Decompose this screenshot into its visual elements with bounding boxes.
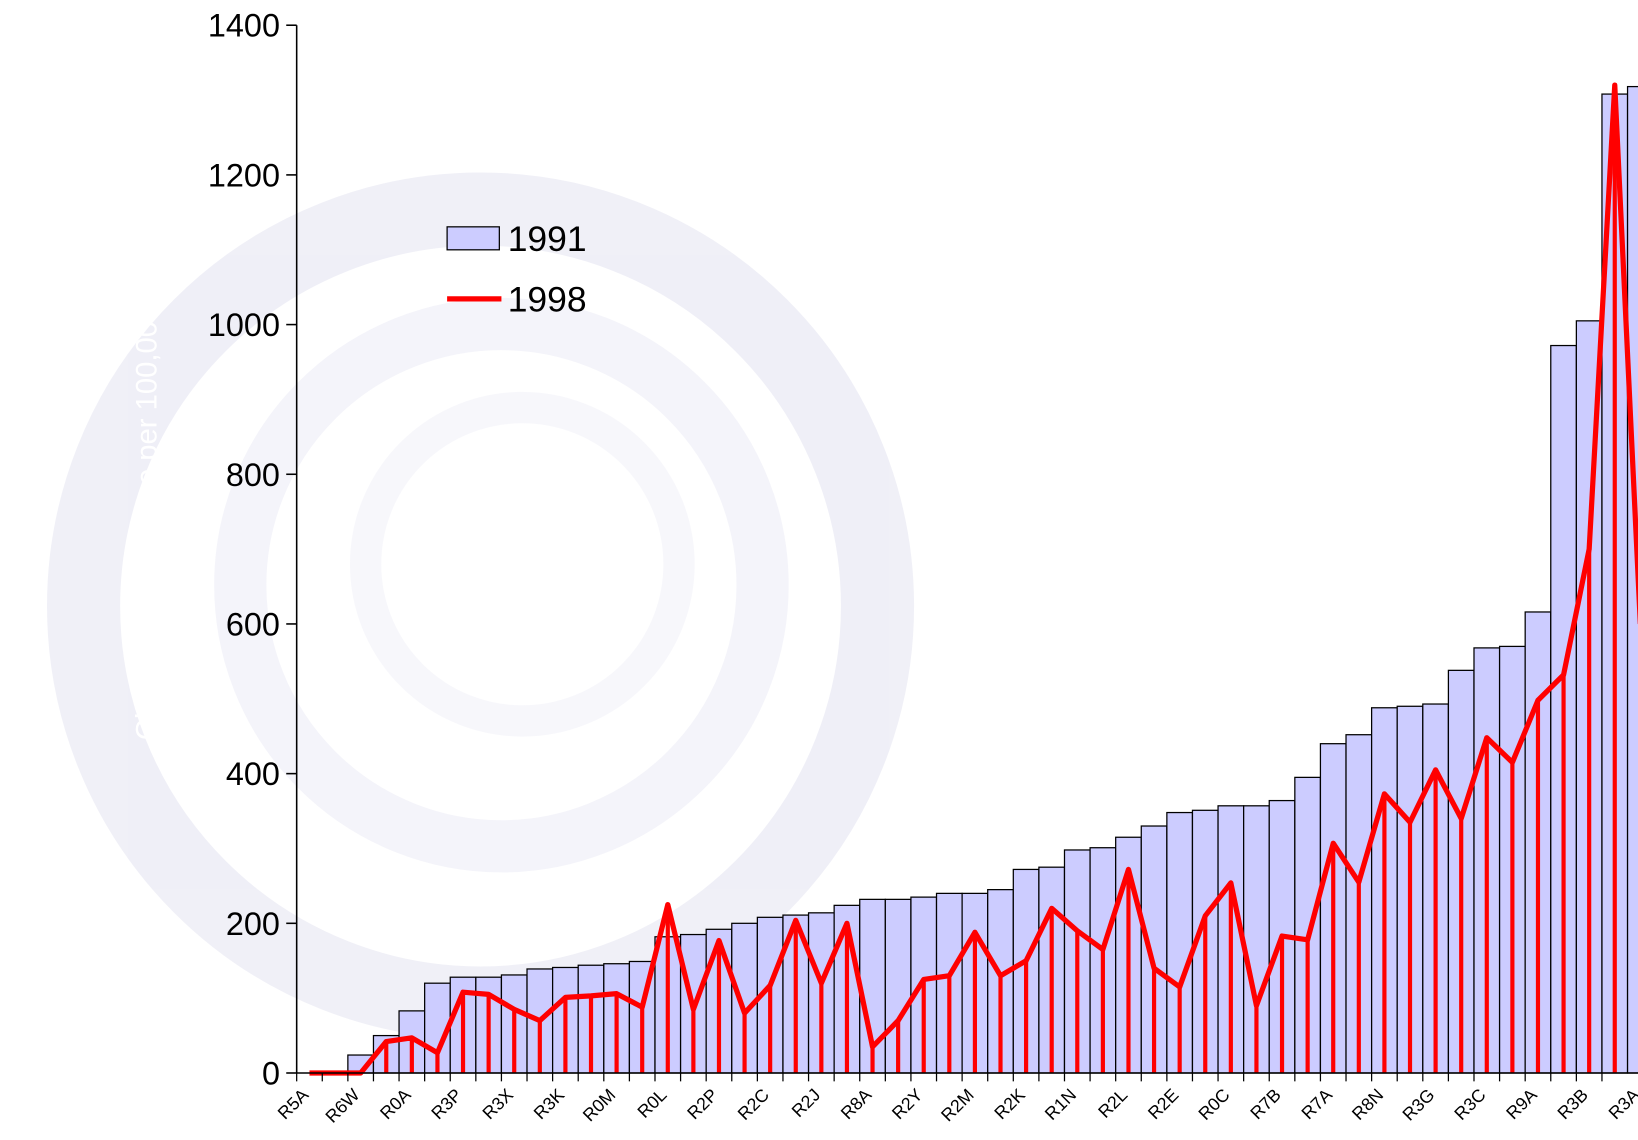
- x-tick-label: R2E: [1144, 1085, 1183, 1124]
- x-tick-label: R7A: [1297, 1085, 1336, 1124]
- x-tick-label: R3A: [1605, 1085, 1638, 1124]
- legend-label: 1991: [508, 219, 587, 259]
- x-tick-label: R3B: [1553, 1085, 1592, 1124]
- y-tick-label: 600: [226, 606, 280, 642]
- y-tick-label: 0: [262, 1055, 280, 1091]
- x-tick-label: R2L: [1094, 1085, 1131, 1122]
- x-tick-label: R2J: [788, 1085, 824, 1121]
- x-tick-label: R6W: [321, 1084, 363, 1126]
- x-tick-label: R3K: [530, 1085, 569, 1124]
- legend-label: 1998: [508, 279, 587, 319]
- x-tick-label: R8A: [837, 1085, 876, 1124]
- x-tick-label: R2C: [734, 1085, 773, 1124]
- x-tick-label: R3G: [1398, 1085, 1438, 1125]
- y-tick-label: 1200: [208, 157, 280, 193]
- y-tick-label: 1400: [208, 8, 280, 44]
- x-tick-label: R8N: [1348, 1085, 1387, 1124]
- x-tick-label: R7B: [1246, 1085, 1285, 1124]
- y-tick-label: 1000: [208, 307, 280, 343]
- x-tick-label: R3P: [427, 1085, 466, 1124]
- x-tick-label: R0A: [376, 1085, 415, 1124]
- x-tick-label: R3X: [478, 1085, 517, 1124]
- y-tick-label: 200: [226, 906, 280, 942]
- line: [309, 82, 1638, 1076]
- bar: [1626, 85, 1638, 1074]
- plot-area: [309, 82, 1638, 1076]
- x-tick-label: R0C: [1194, 1085, 1233, 1124]
- background-swirl: [47, 172, 915, 1040]
- x-tick-label: R2M: [937, 1085, 978, 1126]
- x-tick-label: R2P: [683, 1085, 722, 1124]
- legend-swatch: [446, 226, 500, 251]
- x-tick-label: R3C: [1450, 1085, 1489, 1124]
- legend: 1991 1998: [446, 219, 587, 319]
- x-tick-label: R1N: [1041, 1085, 1080, 1124]
- x-tick-label: R9A: [1502, 1085, 1541, 1124]
- x-tick-label: R2K: [990, 1085, 1029, 1124]
- x-tick-label: R2Y: [888, 1085, 927, 1124]
- y-tick-label: 400: [226, 756, 280, 792]
- x-tick-label: R0M: [579, 1085, 620, 1126]
- y-tick-label: 800: [226, 457, 280, 493]
- x-tick-label: R0L: [633, 1085, 670, 1122]
- y-axis-title: Chlamydia Incidence per 100,000: [132, 305, 164, 741]
